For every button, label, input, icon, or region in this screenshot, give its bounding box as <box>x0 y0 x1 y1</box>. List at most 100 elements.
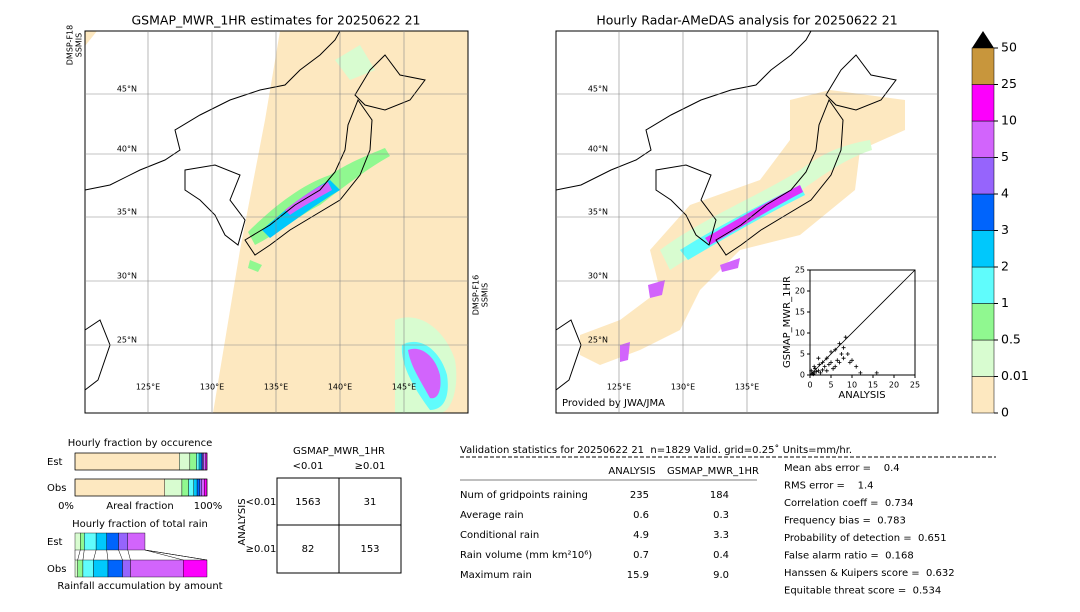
fraction-segment <box>106 532 119 551</box>
contingency-cell: 153 <box>360 544 379 555</box>
connector <box>127 549 131 561</box>
fraction-segment <box>188 478 195 497</box>
x-tick-label: 20 <box>889 381 899 390</box>
lat-label: 25°N <box>117 336 137 345</box>
lon-label: 140°E <box>328 383 352 392</box>
scatter-point <box>824 356 829 361</box>
colorbar-segment <box>971 339 995 377</box>
fraction-segment <box>199 478 202 497</box>
score: Hanssen & Kuipers score = 0.632 <box>784 568 955 579</box>
y-tick-label: 5 <box>800 350 805 359</box>
contingency-cell: 31 <box>364 497 377 508</box>
occurrence-title: Hourly fraction by occurence <box>68 438 212 449</box>
connector <box>106 549 109 561</box>
score: Frequency bias = 0.783 <box>784 516 906 527</box>
row-header: ≥0.01 <box>246 544 277 555</box>
stat-label: Conditional rain <box>460 530 539 541</box>
scatter-point <box>816 356 821 361</box>
lat-label: 35°N <box>588 208 608 217</box>
row-label: Obs <box>47 564 66 575</box>
fraction-segment <box>204 478 208 497</box>
scatter-point <box>833 364 838 369</box>
scatter-point <box>831 366 836 371</box>
lon-label: 130°E <box>671 383 695 392</box>
colorbar-extend <box>972 31 994 48</box>
colorbar-label: 5 <box>1001 149 1009 164</box>
scatter-point <box>841 345 846 350</box>
colorbar-segment <box>971 47 995 85</box>
lat-label: 45°N <box>117 85 137 94</box>
scatter-point <box>843 335 848 340</box>
colorbar-label: 2 <box>1001 259 1009 274</box>
lon-label: 135°E <box>735 383 759 392</box>
fraction-segment <box>84 532 97 551</box>
colorbar-segment <box>971 193 995 231</box>
fraction-segment <box>107 559 123 578</box>
colorbar-label: 4 <box>1001 186 1009 201</box>
row-label: Obs <box>47 483 66 494</box>
fraction-segment <box>74 452 180 471</box>
colorbar-label: 0 <box>1001 405 1009 420</box>
x-tick-label: 25 <box>910 381 920 390</box>
y-tick-label: 10 <box>795 329 805 338</box>
lat-label: 35°N <box>117 208 137 217</box>
scatter-point <box>826 362 831 367</box>
x-tick-label: 5 <box>828 381 833 390</box>
fraction-segment <box>193 478 198 497</box>
accumulation-xlabel: Rainfall accumulation by amount <box>57 581 222 592</box>
fraction-segment <box>74 532 81 551</box>
colorbar-label: 0.5 <box>1001 332 1021 347</box>
sensor-label: SSMIS <box>75 33 84 58</box>
scatter-ylabel: GSMAP_MWR_1HR <box>782 276 793 368</box>
y-tick-label: 0 <box>800 371 805 380</box>
fraction-segment <box>189 452 197 471</box>
stat-value: 235 <box>630 490 649 501</box>
occurrence-xlabel: 100% <box>194 501 223 512</box>
lat-label: 45°N <box>588 85 608 94</box>
x-tick-label: 15 <box>868 381 878 390</box>
contingency-title: GSMAP_MWR_1HR <box>293 446 385 457</box>
fraction-segment <box>179 452 191 471</box>
fraction-segment <box>203 452 206 471</box>
stat-label: Num of gridpoints raining <box>460 490 588 501</box>
stat-label: Average rain <box>460 510 524 521</box>
scatter-point <box>835 358 840 363</box>
lon-label: 135°E <box>264 383 288 392</box>
occurrence-xlabel: 0% <box>58 501 74 512</box>
scatter-point <box>839 352 844 356</box>
colorbar-label: 0.01 <box>1001 368 1029 383</box>
stat-label: Rain volume (mm km²10⁶) <box>460 550 592 561</box>
fraction-segment <box>77 559 84 578</box>
y-tick-label: 25 <box>795 266 805 275</box>
fraction-segment <box>164 478 183 497</box>
connector <box>93 549 97 561</box>
scatter-point <box>814 369 819 374</box>
stat-label: Maximum rain <box>460 570 532 581</box>
scatter-point <box>820 360 825 365</box>
scatter-point <box>837 360 842 365</box>
stat-value: 0.4 <box>713 550 729 561</box>
scatter-point <box>833 347 838 352</box>
row-label: Est <box>47 537 63 548</box>
stat-value: 0.7 <box>633 550 649 561</box>
score: Correlation coeff = 0.734 <box>784 498 914 509</box>
sensor-label: DMSP-F18 <box>66 25 75 65</box>
scatter-point <box>829 349 833 354</box>
stat-value: 9.0 <box>713 570 729 581</box>
score: Probability of detection = 0.651 <box>784 533 947 544</box>
row-header: <0.01 <box>246 497 277 508</box>
stat-value: 15.9 <box>627 570 649 581</box>
connector <box>77 549 81 561</box>
colorbar-segment <box>971 303 995 341</box>
stat-value: 0.6 <box>633 510 649 521</box>
fraction-segment <box>196 478 200 497</box>
colorbar-segment <box>971 157 995 195</box>
fraction-segment <box>93 559 109 578</box>
fraction-segment <box>183 559 208 578</box>
x-tick-label: 0 <box>807 381 812 390</box>
lat-label: 40°N <box>117 145 137 154</box>
y-tick-label: 20 <box>795 287 805 296</box>
fraction-segment <box>118 532 128 551</box>
scatter-axes <box>809 269 916 376</box>
connector <box>82 549 85 561</box>
